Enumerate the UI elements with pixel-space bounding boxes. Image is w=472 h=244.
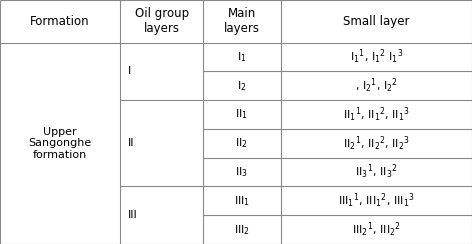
- Text: III$_2$$^1$, III$_2$$^2$: III$_2$$^1$, III$_2$$^2$: [352, 220, 401, 239]
- Text: Formation: Formation: [30, 15, 90, 28]
- Text: III$_1$$^1$, III$_1$$^2$, III$_1$$^3$: III$_1$$^1$, III$_1$$^2$, III$_1$$^3$: [338, 192, 415, 210]
- Text: II$_3$: II$_3$: [236, 165, 248, 179]
- Text: I$_2$: I$_2$: [237, 79, 247, 93]
- Text: II$_1$$^1$, II$_1$$^2$, II$_1$$^3$: II$_1$$^1$, II$_1$$^2$, II$_1$$^3$: [343, 105, 410, 124]
- Text: I$_1$: I$_1$: [237, 50, 247, 64]
- Text: Upper
Sangonghe
formation: Upper Sangonghe formation: [28, 127, 92, 160]
- Text: , I$_2$$^1$, I$_2$$^2$: , I$_2$$^1$, I$_2$$^2$: [355, 77, 398, 95]
- Text: I$_1$$^1$, I$_1$$^2$ I$_1$$^3$: I$_1$$^1$, I$_1$$^2$ I$_1$$^3$: [350, 48, 403, 66]
- Text: II$_3$$^1$, II$_3$$^2$: II$_3$$^1$, II$_3$$^2$: [355, 163, 398, 181]
- Text: Small layer: Small layer: [343, 15, 410, 28]
- Text: II$_1$: II$_1$: [236, 108, 248, 122]
- Text: III$_1$: III$_1$: [234, 194, 250, 208]
- Text: III: III: [127, 210, 137, 220]
- Text: II$_2$: II$_2$: [236, 136, 248, 150]
- Text: Main
layers: Main layers: [224, 7, 260, 35]
- Text: Oil group
layers: Oil group layers: [135, 7, 189, 35]
- Text: II$_2$$^1$, II$_2$$^2$, II$_2$$^3$: II$_2$$^1$, II$_2$$^2$, II$_2$$^3$: [343, 134, 410, 152]
- Text: II: II: [127, 138, 134, 148]
- Text: I: I: [127, 66, 131, 76]
- Text: III$_2$: III$_2$: [234, 223, 250, 236]
